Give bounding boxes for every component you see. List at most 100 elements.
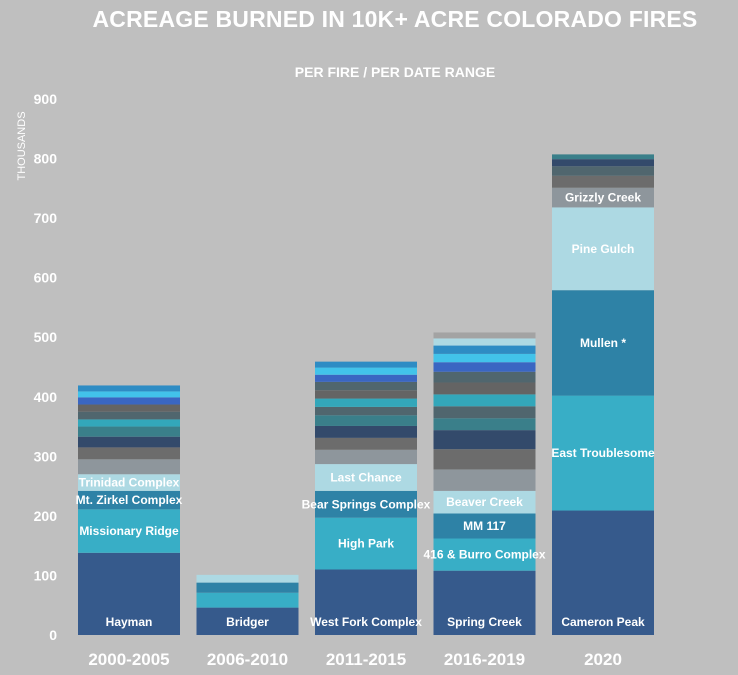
bar-segment [552,159,654,167]
y-tick-label: 100 [34,567,58,583]
y-tick-label: 300 [34,448,58,464]
segment-label: Grizzly Creek [565,191,641,205]
segment-label: MM 117 [463,519,506,533]
bar-segment [433,345,536,354]
y-tick-label: 600 [34,270,58,286]
bar-segment [315,381,417,391]
bar-segment [315,398,417,407]
bar-segment [552,290,654,396]
bar-segment [315,449,417,465]
chart-subtitle: PER FIRE / PER DATE RANGE [294,64,496,80]
bar-segment [433,362,536,372]
bar-segment [196,574,299,583]
bar-segment [552,166,654,176]
bar-segment [315,437,417,450]
bar-segment [433,332,536,339]
bar-stack-2006-2010: Bridger [196,574,299,635]
segment-label: Missionary Ridge [79,524,179,538]
x-tick-label: 2016-2019 [444,650,525,669]
y-tick-label: 800 [34,151,58,167]
segment-label: Mt. Zirkel Complex [76,493,183,507]
bar-segment [315,367,417,375]
bar-segment [433,353,536,363]
bar-segment [552,395,654,511]
bar-segment [433,538,536,571]
y-tick-label: 500 [34,329,58,345]
bar-segment [552,510,654,635]
bar-segment [196,607,299,635]
bar-segment [433,406,536,419]
bar-segment [78,419,180,427]
bar-segment [433,371,536,383]
bar-segment [552,207,654,291]
bar-stack-2000-2005: Hayman Missionary Ridge Mt. Zirkel Complex… [76,385,183,635]
segment-label: Trinidad Complex [79,476,180,490]
bar-segment [78,411,180,420]
bar-segment [552,187,654,208]
x-tick-label: 2011-2015 [326,650,406,669]
y-tick-label: 400 [34,389,58,405]
bar-segment [433,570,536,635]
bar-segment [78,474,180,491]
y-tick-label: 200 [34,508,58,524]
bar-segment [78,509,180,553]
bar-segment [433,394,536,407]
bar-segment [315,361,417,368]
bar-segment [433,469,536,491]
bar-segment [315,490,417,518]
segment-label: High Park [338,537,394,551]
segment-label: Beaver Creek [446,495,523,509]
bar-segment [78,404,180,412]
bar-stack-2016-2019: Spring Creek 416 & Burro Complex MM 117 Bea… [423,332,546,635]
segment-label: Pine Gulch [572,242,635,256]
segment-label: Spring Creek [447,615,522,629]
bar-segment [78,397,180,405]
bar-segment [315,464,417,491]
x-tick-label: 2020 [584,650,622,669]
bar-stack-2020: Cameron Peak East Troublesome Mullen * Pine… [551,154,655,635]
bar-segment [196,582,299,593]
bar-segment [433,338,536,346]
segment-label: Mullen * [580,336,626,350]
bar-segment [552,175,654,188]
bar-segment [315,425,417,438]
segment-label: Hayman [106,615,153,629]
segment-label: Bridger [226,615,269,629]
bar-segment [196,592,299,608]
bar-segment [78,391,180,398]
bar-segment [433,418,536,431]
bar-segment [78,436,180,448]
bar-segment [315,406,417,416]
segment-label: Cameron Peak [561,615,645,629]
bar-segment [433,490,536,514]
x-tick-label: 2006-2010 [207,650,288,669]
bar-segment [433,513,536,539]
bar-segment [315,390,417,399]
segment-label: 416 & Burro Complex [423,548,545,562]
segment-label: Last Chance [330,470,402,484]
segment-label: East Troublesome [551,446,655,460]
y-tick-label: 0 [49,627,57,643]
bar-segment [315,569,417,635]
bar-segment [433,382,536,395]
bar-segment [78,385,180,392]
bar-segment [315,415,417,426]
bar-segment [433,430,536,450]
bar-segment [78,447,180,460]
y-tick-label: 900 [34,91,58,107]
bar-segment [315,517,417,570]
bar-stack-2011-2015: West Fork Complex High Park Bear Springs C… [302,361,431,635]
chart-title: ACREAGE BURNED IN 10K+ ACRE COLORADO FIR… [92,6,698,32]
bar-segment [78,426,180,437]
bar-segment [78,552,180,635]
bar-segment [433,449,536,470]
bar-segment [78,459,180,475]
segment-label: Bear Springs Complex [302,497,431,511]
bar-segment [315,374,417,382]
bar-segment [78,490,180,510]
segment-label: West Fork Complex [310,615,422,629]
bar-segment [552,154,654,160]
x-tick-label: 2000-2005 [88,650,169,669]
